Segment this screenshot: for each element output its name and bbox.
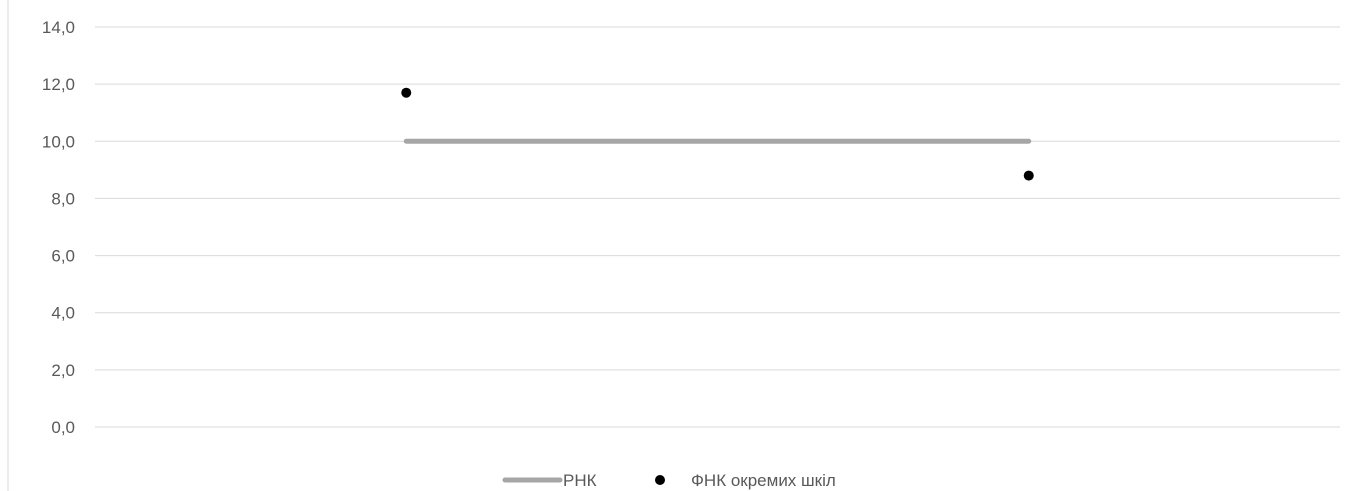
data-point-fnk [1023, 170, 1034, 181]
legend-label-fnk: ФНК окремих шкіл [691, 471, 836, 490]
y-tick-label: 8,0 [51, 189, 75, 208]
y-tick-label: 10,0 [42, 132, 75, 151]
legend: РНК ФНК окремих шкіл [502, 471, 836, 490]
series-fnk [401, 87, 1034, 181]
gridlines [95, 26, 1340, 428]
legend-label-rnk: РНК [563, 471, 597, 490]
y-tick-label: 12,0 [42, 75, 75, 94]
y-axis-tick-labels: 0,0 2,0 4,0 6,0 8,0 10,0 12,0 14,0 [42, 18, 75, 437]
y-tick-label: 0,0 [51, 418, 75, 437]
y-tick-label: 2,0 [51, 361, 75, 380]
y-tick-label: 14,0 [42, 18, 75, 37]
legend-swatch-fnk [655, 475, 665, 485]
y-tick-label: 4,0 [51, 304, 75, 323]
y-tick-label: 6,0 [51, 247, 75, 266]
data-point-fnk [401, 87, 412, 98]
